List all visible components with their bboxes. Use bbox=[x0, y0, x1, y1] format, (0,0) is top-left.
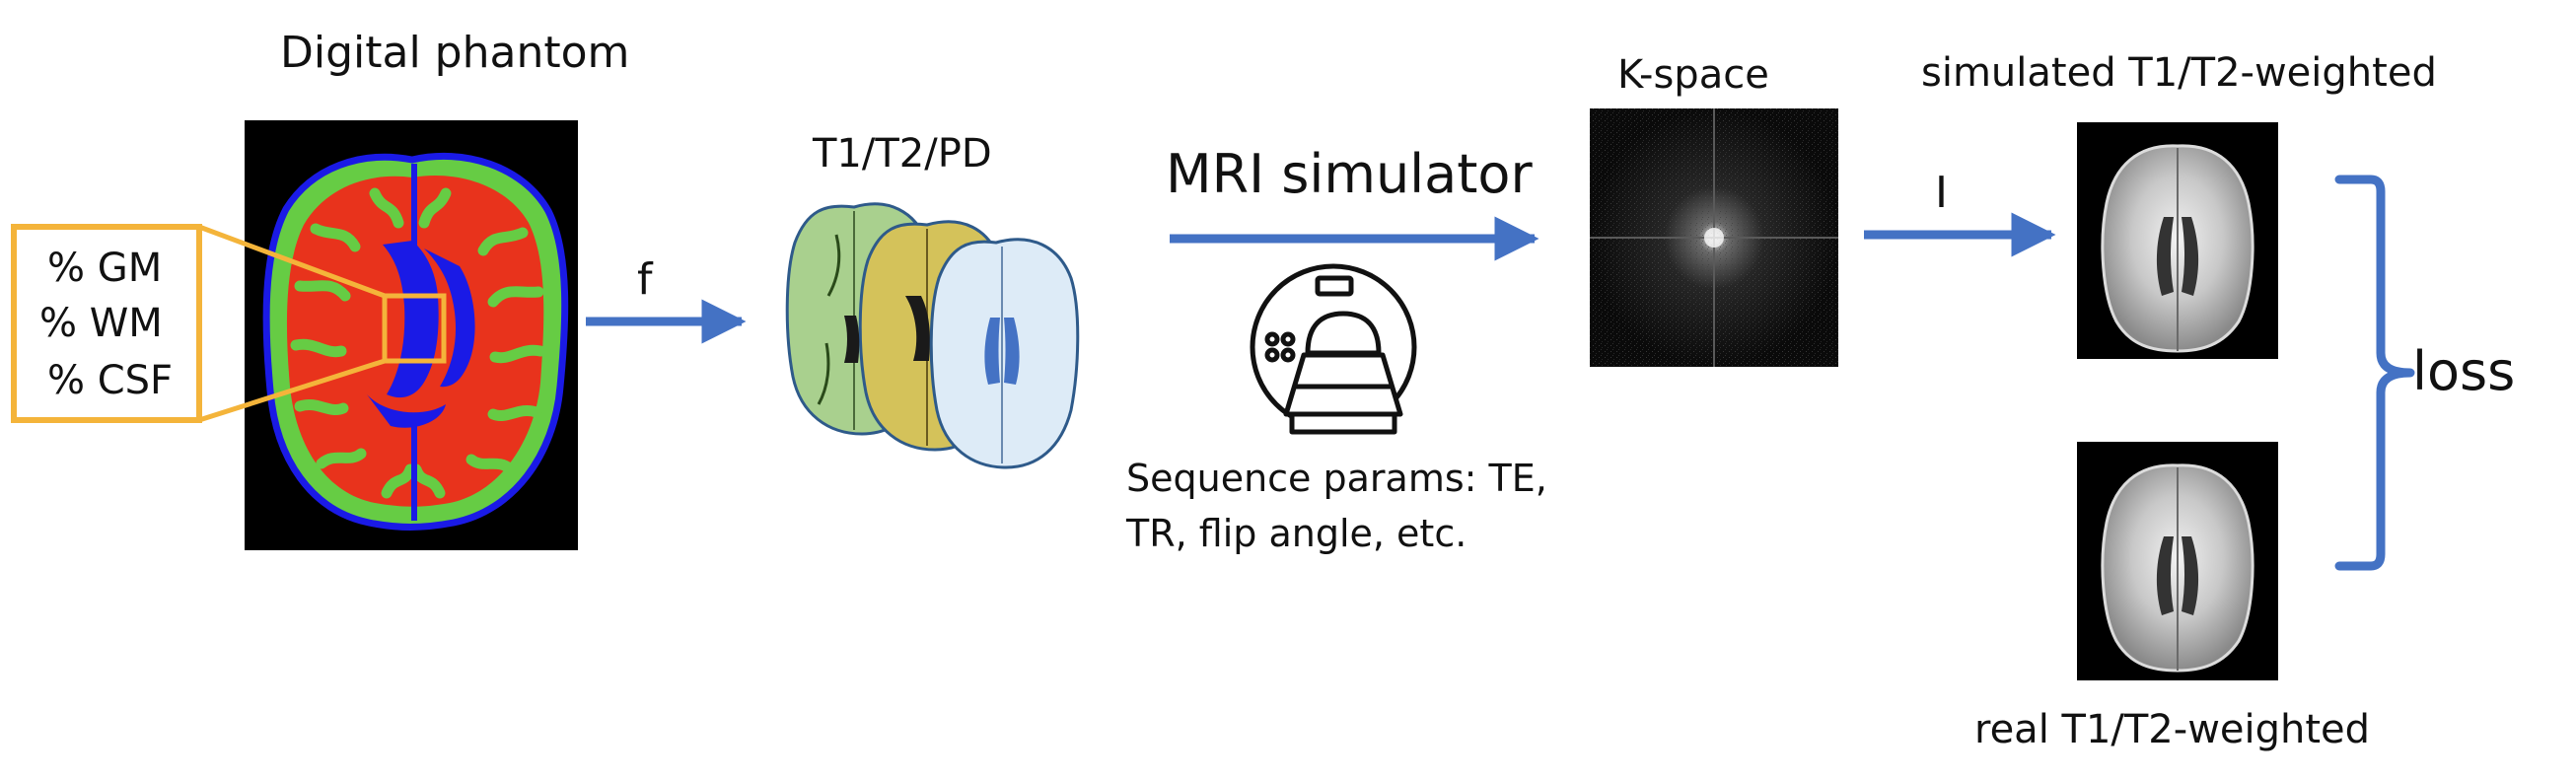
simulated-image bbox=[2077, 122, 2278, 359]
kspace-title: K-space bbox=[1617, 52, 1769, 98]
mri-scanner-icon bbox=[1250, 263, 1417, 435]
real-title: real T1/T2-weighted bbox=[1974, 707, 2371, 752]
arrow-i-label: I bbox=[1935, 168, 1948, 218]
tissue-csf: % CSF bbox=[47, 358, 174, 403]
simulated-title: simulated T1/T2-weighted bbox=[1921, 50, 2437, 96]
zoom-line-bottom bbox=[198, 358, 386, 423]
tissue-fractions-box bbox=[11, 224, 202, 423]
sequence-params-line2: TR, flip angle, etc. bbox=[1126, 512, 1467, 555]
kspace-image bbox=[1590, 108, 1838, 367]
loss-label: loss bbox=[2412, 340, 2516, 402]
loss-brace bbox=[2334, 175, 2415, 571]
tissue-gm: % GM bbox=[47, 246, 163, 291]
roi-box bbox=[382, 293, 447, 364]
arrow-f-label: f bbox=[637, 254, 653, 305]
zoom-line-top bbox=[198, 224, 386, 299]
simulator-title: MRI simulator bbox=[1166, 143, 1533, 205]
parameter-maps-icon bbox=[785, 202, 1080, 469]
tissue-wm: % WM bbox=[39, 301, 163, 346]
phantom-title: Digital phantom bbox=[280, 28, 630, 78]
phantom-image bbox=[245, 120, 578, 550]
maps-title: T1/T2/PD bbox=[813, 131, 992, 177]
real-image bbox=[2077, 442, 2278, 680]
sequence-params-line1: Sequence params: TE, bbox=[1126, 457, 1547, 500]
